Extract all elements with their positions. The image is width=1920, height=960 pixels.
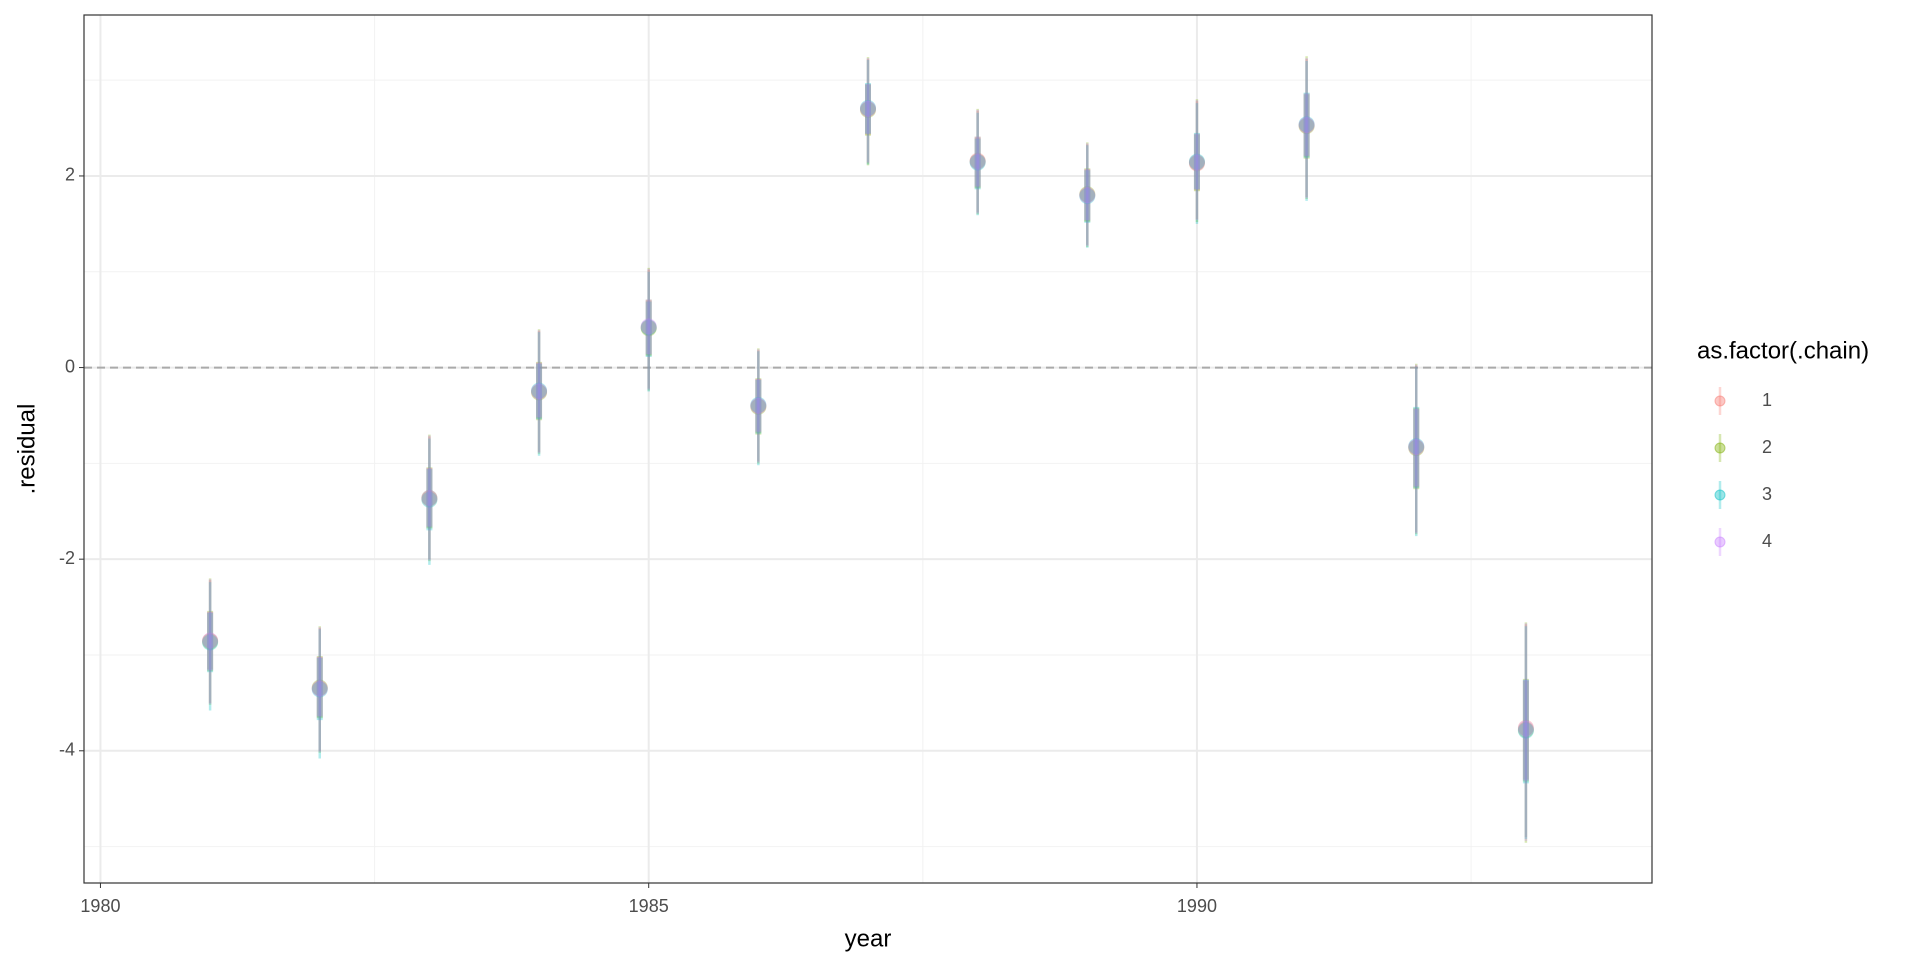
point (750, 398, 767, 415)
x-axis-title: year (845, 925, 892, 952)
y-tick-label: 0 (65, 356, 75, 376)
point (311, 680, 328, 697)
point (969, 154, 986, 171)
point (202, 634, 219, 651)
panel-border (83, 14, 1653, 884)
legend-label: 4 (1762, 531, 1772, 551)
point (1079, 188, 1096, 205)
point (1408, 438, 1425, 455)
point (1408, 440, 1425, 457)
point (640, 319, 657, 336)
point (531, 383, 548, 400)
point (1188, 153, 1205, 170)
legend-key-point (1714, 489, 1726, 501)
x-tick-label: 1980 (80, 896, 120, 916)
point (969, 153, 986, 170)
point (1298, 118, 1315, 135)
point (531, 382, 548, 399)
legend-title: as.factor(.chain) (1697, 337, 1869, 364)
point (311, 681, 328, 698)
point (1188, 155, 1205, 172)
point (860, 100, 876, 117)
point (531, 383, 548, 400)
point (750, 396, 767, 413)
point (1298, 116, 1315, 133)
legend-key-point (1714, 536, 1726, 548)
point (860, 99, 876, 116)
point (1517, 720, 1534, 737)
point (202, 633, 219, 650)
point (1079, 186, 1096, 203)
point (860, 101, 876, 118)
legend-label: 3 (1762, 484, 1772, 504)
y-tick-label: -4 (59, 740, 75, 760)
point (750, 397, 767, 414)
point (860, 100, 876, 117)
point (421, 490, 438, 507)
legend-key-point (1714, 442, 1726, 454)
point (1079, 187, 1096, 204)
point (1188, 154, 1205, 171)
y-axis-title: .residual (13, 404, 40, 495)
point (202, 632, 219, 649)
point (202, 632, 219, 649)
y-tick-label: 2 (65, 165, 75, 185)
point (421, 489, 438, 506)
point (1408, 439, 1425, 456)
legend-label: 2 (1762, 437, 1772, 457)
point (311, 679, 328, 696)
point (1298, 117, 1315, 134)
point (750, 397, 767, 414)
point (640, 318, 657, 335)
point (1408, 439, 1425, 456)
point (640, 319, 657, 336)
point (1298, 117, 1315, 134)
point (1079, 187, 1096, 204)
legend-key-point (1714, 395, 1726, 407)
x-tick-label: 1985 (629, 896, 669, 916)
y-tick-label: -2 (59, 548, 75, 568)
point (969, 152, 986, 169)
point (311, 680, 328, 697)
point (531, 384, 548, 401)
point (969, 153, 986, 170)
legend-label: 1 (1762, 390, 1772, 410)
point (640, 320, 657, 337)
x-tick-label: 1990 (1177, 896, 1217, 916)
point (1517, 722, 1534, 739)
point (1188, 154, 1205, 171)
point (1517, 721, 1534, 738)
point (1517, 719, 1534, 736)
point (421, 491, 438, 508)
point (421, 489, 438, 506)
